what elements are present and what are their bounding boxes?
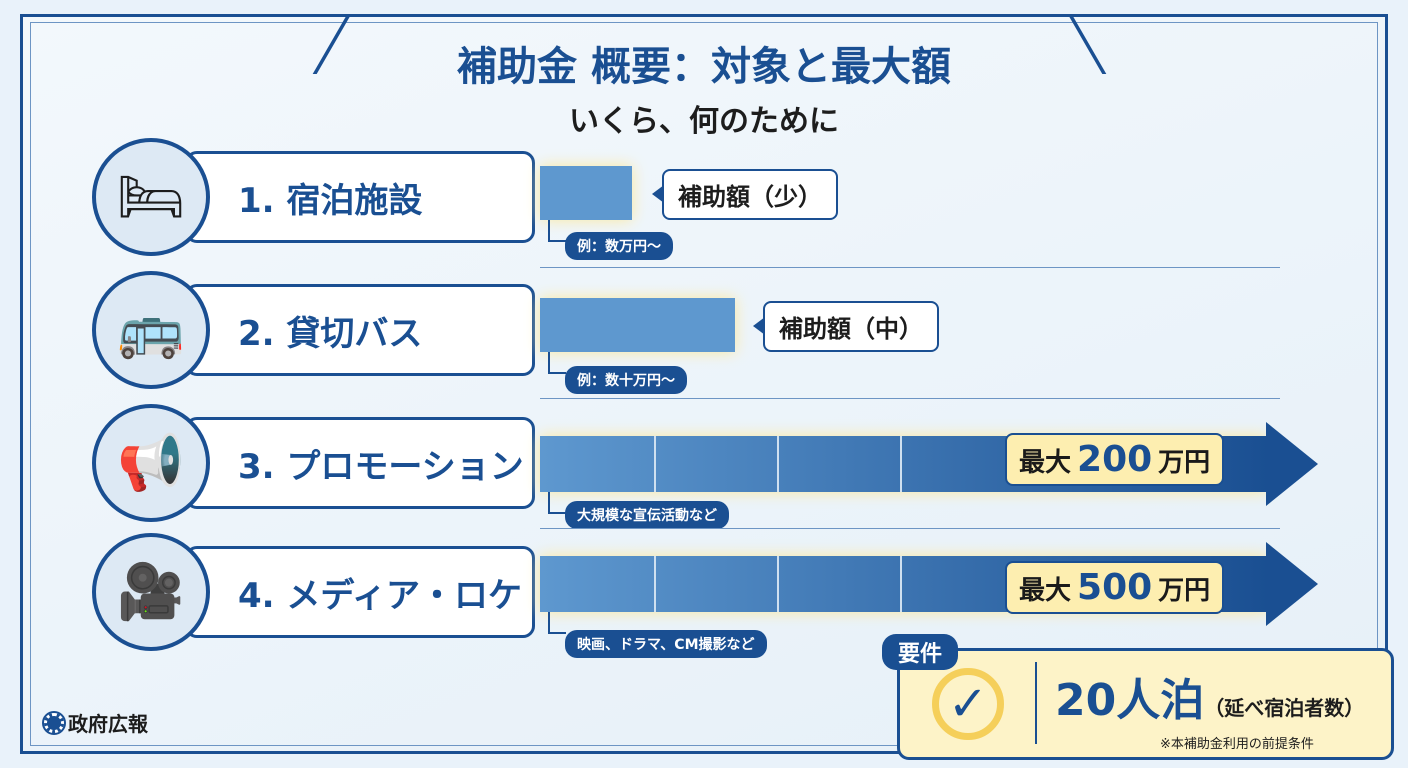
- requirement-box: [897, 648, 1394, 760]
- row-label: 3. プロモーション: [185, 417, 535, 509]
- page-title: 補助金 概要：対象と最大額: [457, 44, 951, 90]
- divider: [540, 528, 1280, 529]
- max-amount-badge: 最大 500 万円: [1005, 561, 1225, 614]
- arrow-head: [1266, 422, 1318, 506]
- example-pill: 例：数万円〜: [565, 232, 673, 260]
- max-value: 200: [1077, 439, 1153, 480]
- government-logo-icon: [42, 710, 66, 735]
- example-pill: 大規模な宣伝活動など: [565, 501, 729, 529]
- max-prefix: 最大: [1019, 448, 1072, 478]
- requirement-note: ※本補助金利用の前提条件: [1160, 737, 1314, 752]
- connector: [548, 492, 566, 514]
- row-label: 1. 宿泊施設: [185, 151, 535, 243]
- amount-callout: 補助額（中）: [753, 301, 939, 352]
- inner-frame: [30, 22, 1378, 746]
- example-pill: 映画、ドラマ、CM撮影など: [565, 630, 767, 658]
- megaphone-icon: 📢: [92, 404, 210, 522]
- arrow-head: [1266, 542, 1318, 626]
- amount-bar-small: [540, 166, 632, 220]
- max-amount-badge: 最大 200 万円: [1005, 433, 1225, 486]
- connector: [548, 612, 566, 634]
- amount-callout: 補助額（少）: [652, 169, 838, 220]
- publisher-name: 政府広報: [68, 712, 148, 736]
- publisher: 政府広報: [42, 708, 148, 737]
- requirement-detail: （延べ宿泊者数）: [1204, 696, 1365, 720]
- video-camera-icon: 🎥: [92, 533, 210, 651]
- max-prefix: 最大: [1019, 576, 1072, 606]
- page-subtitle: いくら、何のために: [569, 104, 839, 139]
- divider: [540, 267, 1280, 268]
- row-label: 4. メディア・ロケ: [185, 546, 535, 638]
- connector: [548, 220, 566, 242]
- divider: [540, 398, 1280, 399]
- connector: [548, 352, 566, 374]
- requirement-number: 20人泊: [1055, 675, 1205, 726]
- hotel-bed-icon: 🛏: [92, 138, 210, 256]
- max-value: 500: [1077, 567, 1153, 608]
- divider: [1035, 662, 1037, 744]
- amount-bar-medium: [540, 298, 735, 352]
- requirement-tag: 要件: [882, 634, 959, 670]
- example-pill: 例：数十万円〜: [565, 366, 687, 394]
- requirement-value: 20人泊（延べ宿泊者数）: [1055, 664, 1364, 728]
- row-label: 2. 貸切バス: [185, 284, 535, 376]
- check-icon: ✓: [932, 668, 1004, 740]
- max-unit: 万円: [1158, 576, 1211, 606]
- bus-icon: 🚌: [92, 271, 210, 389]
- max-unit: 万円: [1158, 448, 1211, 478]
